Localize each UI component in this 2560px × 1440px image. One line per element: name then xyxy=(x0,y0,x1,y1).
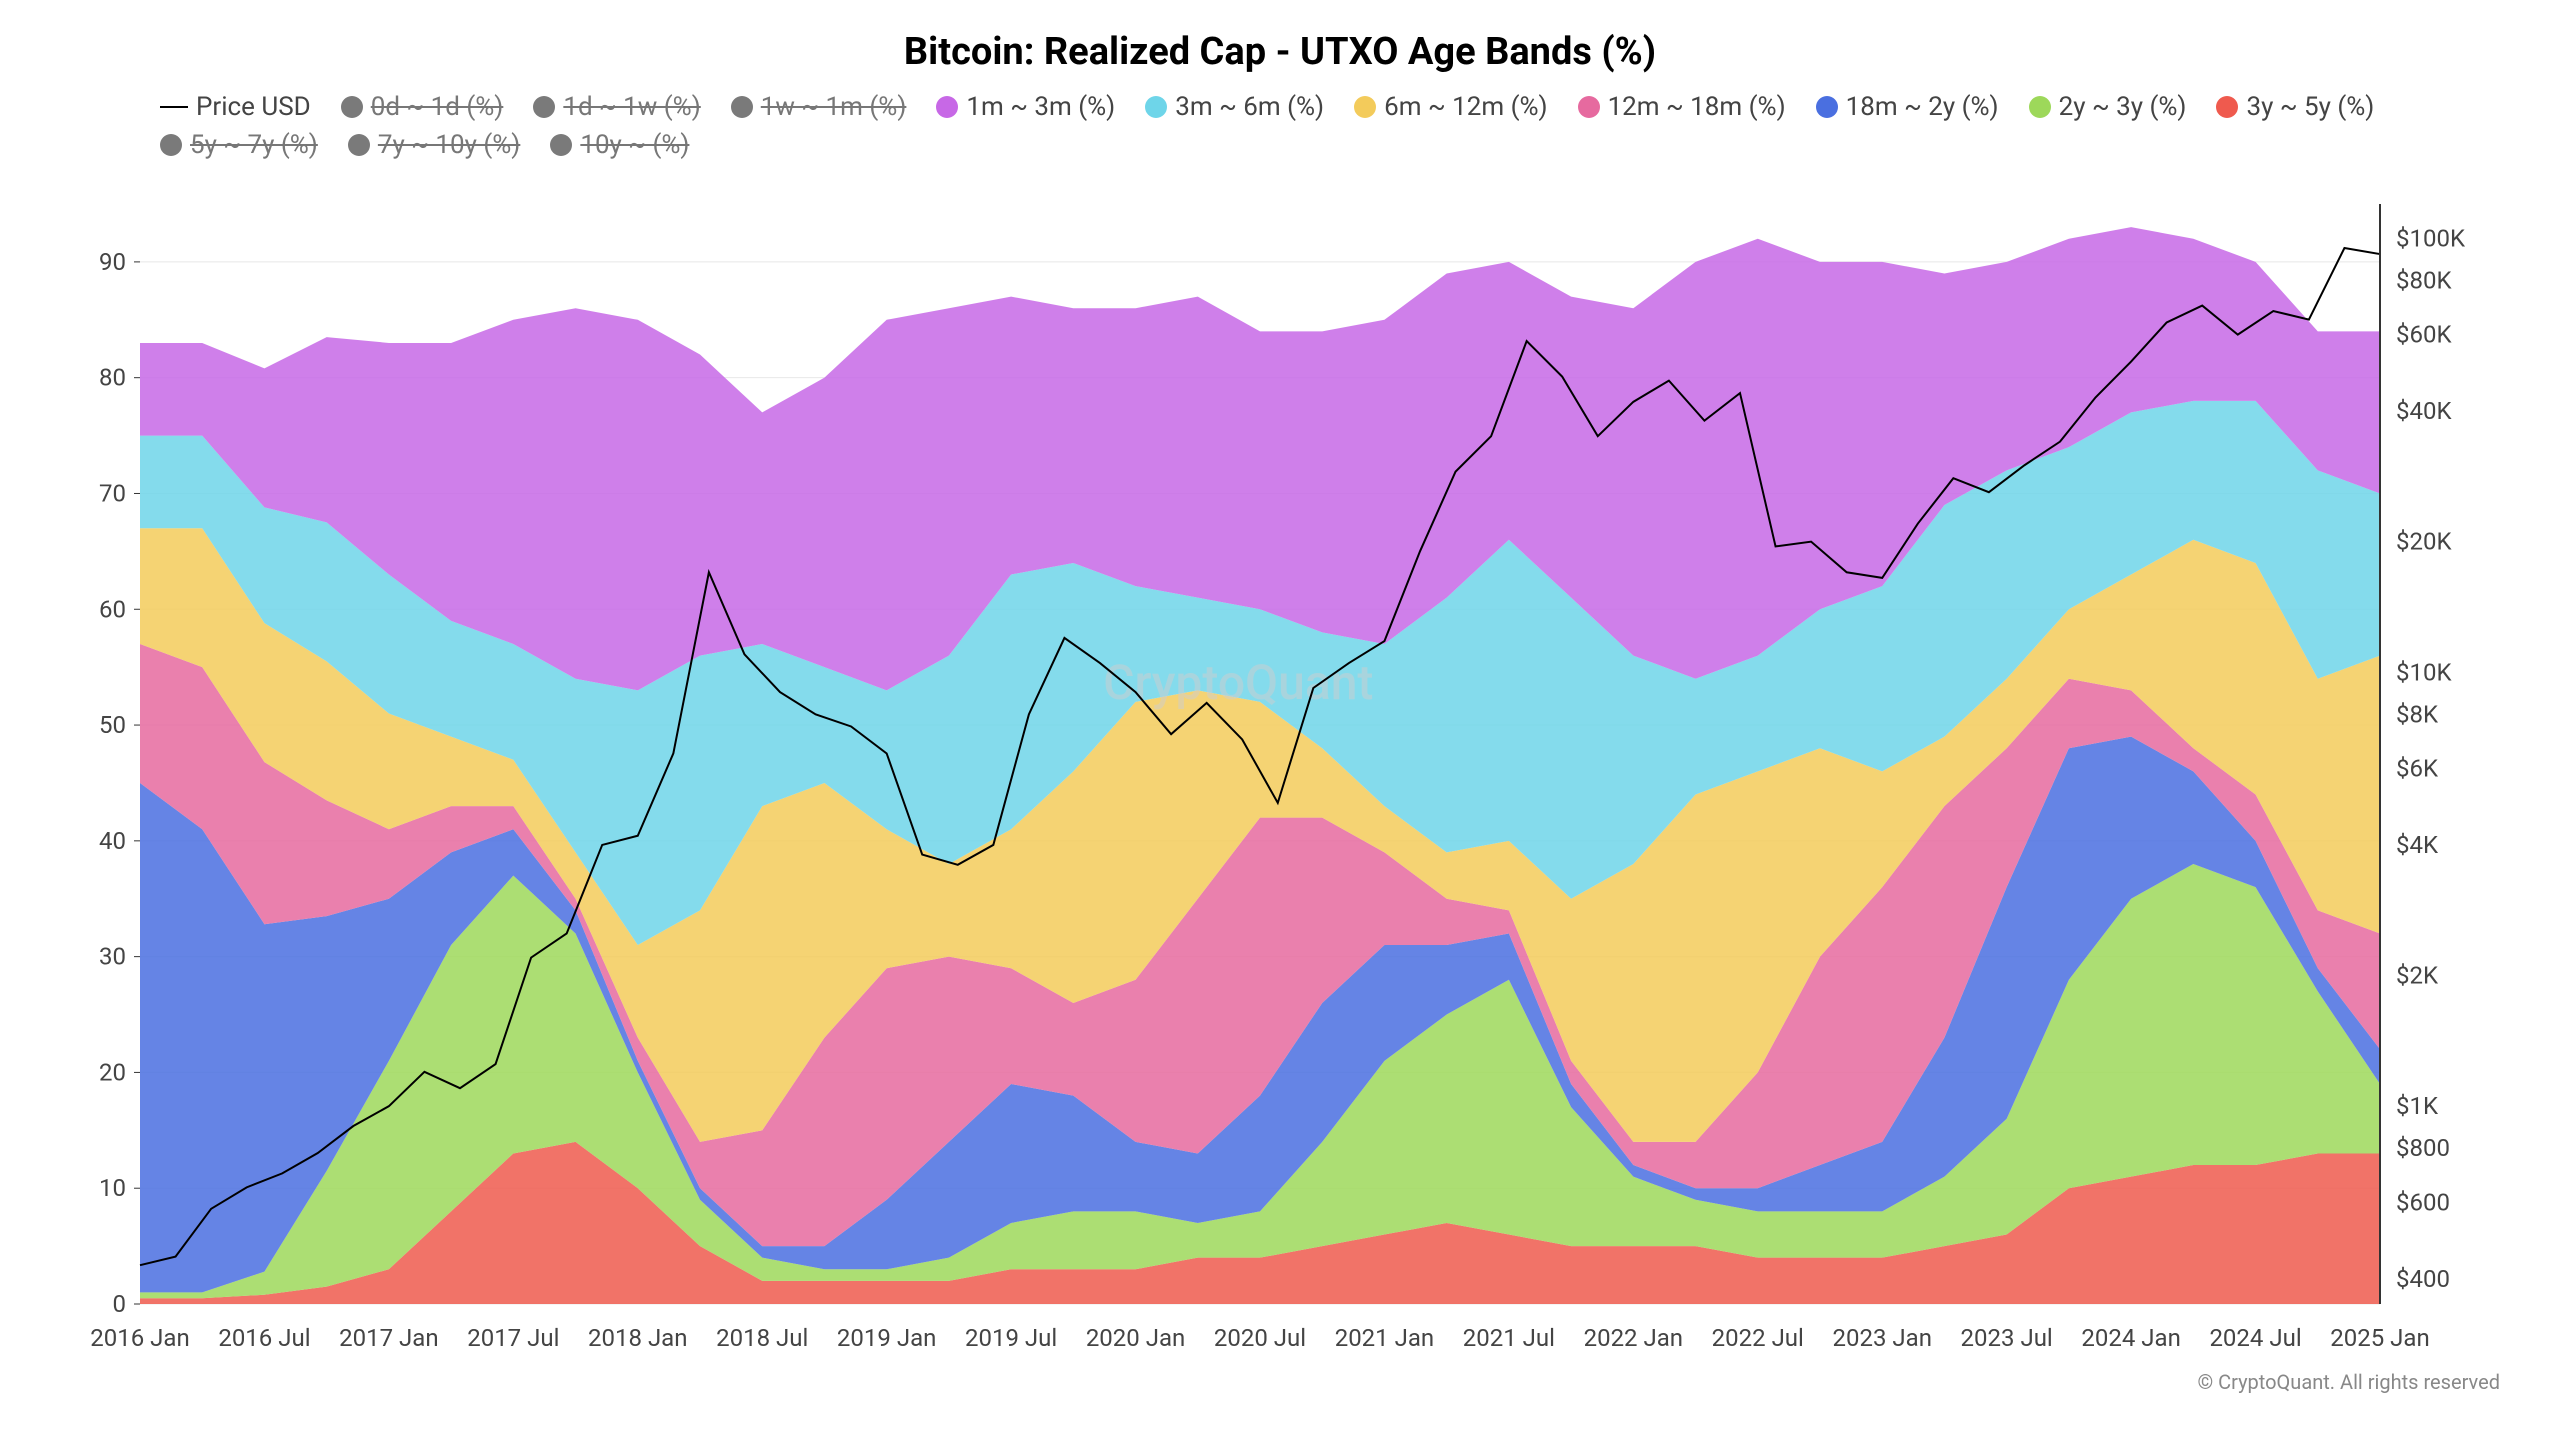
legend-dot-swatch xyxy=(550,134,572,156)
legend-item[interactable]: 1m ~ 3m (%) xyxy=(936,92,1115,122)
legend-item[interactable]: 12m ~ 18m (%) xyxy=(1578,92,1786,122)
legend-dot-swatch xyxy=(160,134,182,156)
svg-text:$2K: $2K xyxy=(2396,962,2439,990)
legend-dot-swatch xyxy=(2029,96,2051,118)
legend-label: 12m ~ 18m (%) xyxy=(1608,92,1786,122)
svg-text:$400: $400 xyxy=(2396,1265,2450,1293)
svg-text:2019 Jul: 2019 Jul xyxy=(965,1324,1057,1352)
legend-dot-swatch xyxy=(348,134,370,156)
svg-text:$8K: $8K xyxy=(2396,700,2439,728)
legend-item[interactable]: 6m ~ 12m (%) xyxy=(1354,92,1547,122)
legend-item[interactable]: 3m ~ 6m (%) xyxy=(1145,92,1324,122)
svg-text:2017 Jul: 2017 Jul xyxy=(467,1324,559,1352)
legend-dot-swatch xyxy=(1354,96,1376,118)
legend-item[interactable]: 0d ~ 1d (%) xyxy=(341,92,504,122)
legend-label: 18m ~ 2y (%) xyxy=(1846,92,1999,122)
svg-text:$40K: $40K xyxy=(2396,397,2452,425)
legend-dot-swatch xyxy=(936,96,958,118)
legend-dot-swatch xyxy=(731,96,753,118)
legend-dot-swatch xyxy=(2216,96,2238,118)
legend-dot-swatch xyxy=(533,96,555,118)
svg-text:$6K: $6K xyxy=(2396,755,2439,783)
legend-dot-swatch xyxy=(1816,96,1838,118)
legend-label: 1m ~ 3m (%) xyxy=(966,92,1115,122)
legend-item[interactable]: 1d ~ 1w (%) xyxy=(533,92,700,122)
svg-text:20: 20 xyxy=(99,1058,126,1086)
svg-text:2017 Jan: 2017 Jan xyxy=(339,1324,438,1352)
svg-text:2023 Jan: 2023 Jan xyxy=(1832,1324,1931,1352)
legend-label: 2y ~ 3y (%) xyxy=(2059,92,2187,122)
legend-label: 3y ~ 5y (%) xyxy=(2246,92,2374,122)
legend-label: 3m ~ 6m (%) xyxy=(1175,92,1324,122)
legend-dot-swatch xyxy=(1145,96,1167,118)
credit-text: © CryptoQuant. All rights reserved xyxy=(40,1370,2500,1394)
legend-item[interactable]: 18m ~ 2y (%) xyxy=(1816,92,1999,122)
svg-text:$60K: $60K xyxy=(2396,321,2452,349)
chart-title: Bitcoin: Realized Cap - UTXO Age Bands (… xyxy=(40,30,2520,74)
svg-text:$10K: $10K xyxy=(2396,658,2452,686)
svg-text:2023 Jul: 2023 Jul xyxy=(1961,1324,2053,1352)
legend-label: Price USD xyxy=(196,92,311,122)
legend-item[interactable]: 10y ~ (%) xyxy=(550,130,689,160)
legend-label: 6m ~ 12m (%) xyxy=(1384,92,1547,122)
legend-label: 7y ~ 10y (%) xyxy=(378,130,520,160)
svg-text:0: 0 xyxy=(113,1290,127,1318)
svg-text:2021 Jul: 2021 Jul xyxy=(1463,1324,1555,1352)
svg-text:$4K: $4K xyxy=(2396,831,2439,859)
svg-text:60: 60 xyxy=(99,595,126,623)
svg-text:30: 30 xyxy=(99,943,126,971)
svg-text:90: 90 xyxy=(99,248,126,276)
svg-text:2022 Jul: 2022 Jul xyxy=(1712,1324,1804,1352)
legend-label: 5y ~ 7y (%) xyxy=(190,130,318,160)
legend-item[interactable]: Price USD xyxy=(160,92,311,122)
svg-text:2018 Jan: 2018 Jan xyxy=(588,1324,687,1352)
legend-item[interactable]: 3y ~ 5y (%) xyxy=(2216,92,2374,122)
svg-text:2025 Jan: 2025 Jan xyxy=(2330,1324,2429,1352)
svg-text:2024 Jan: 2024 Jan xyxy=(2081,1324,2180,1352)
svg-text:$600: $600 xyxy=(2396,1188,2450,1216)
svg-text:$80K: $80K xyxy=(2396,266,2452,294)
legend-dot-swatch xyxy=(1578,96,1600,118)
legend-item[interactable]: 2y ~ 3y (%) xyxy=(2029,92,2187,122)
chart-area: 0102030405060708090CryptoQuant2016 Jan20… xyxy=(40,184,2520,1364)
svg-text:$20K: $20K xyxy=(2396,528,2452,556)
legend-item[interactable]: 1w ~ 1m (%) xyxy=(731,92,907,122)
svg-text:50: 50 xyxy=(99,711,126,739)
legend-label: 1w ~ 1m (%) xyxy=(761,92,907,122)
svg-text:2021 Jan: 2021 Jan xyxy=(1335,1324,1434,1352)
svg-text:2022 Jan: 2022 Jan xyxy=(1584,1324,1683,1352)
svg-text:2020 Jan: 2020 Jan xyxy=(1086,1324,1185,1352)
svg-text:$100K: $100K xyxy=(2396,224,2466,252)
svg-text:80: 80 xyxy=(99,364,126,392)
legend-label: 10y ~ (%) xyxy=(580,130,689,160)
svg-text:10: 10 xyxy=(99,1174,126,1202)
svg-text:$1K: $1K xyxy=(2396,1092,2439,1120)
svg-text:70: 70 xyxy=(99,479,126,507)
svg-text:2024 Jul: 2024 Jul xyxy=(2209,1324,2301,1352)
svg-text:40: 40 xyxy=(99,827,126,855)
legend-line-swatch xyxy=(160,106,188,108)
legend-item[interactable]: 5y ~ 7y (%) xyxy=(160,130,318,160)
svg-text:2018 Jul: 2018 Jul xyxy=(716,1324,808,1352)
legend-dot-swatch xyxy=(341,96,363,118)
legend: Price USD 0d ~ 1d (%) 1d ~ 1w (%) 1w ~ 1m (… xyxy=(160,92,2460,160)
legend-item[interactable]: 7y ~ 10y (%) xyxy=(348,130,520,160)
svg-text:2019 Jan: 2019 Jan xyxy=(837,1324,936,1352)
svg-text:$800: $800 xyxy=(2396,1134,2450,1162)
legend-label: 1d ~ 1w (%) xyxy=(563,92,700,122)
svg-text:2020 Jul: 2020 Jul xyxy=(1214,1324,1306,1352)
svg-text:2016 Jul: 2016 Jul xyxy=(218,1324,310,1352)
svg-text:2016 Jan: 2016 Jan xyxy=(90,1324,189,1352)
legend-label: 0d ~ 1d (%) xyxy=(371,92,504,122)
